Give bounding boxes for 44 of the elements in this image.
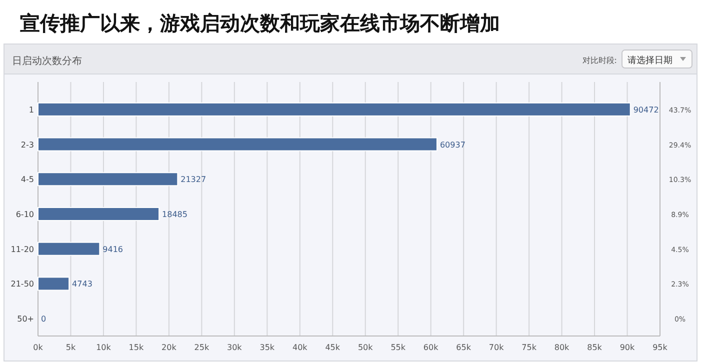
x-tick-label: 0k bbox=[33, 343, 44, 352]
data-label: 60937 bbox=[440, 140, 466, 150]
y-tick-label: 1 bbox=[28, 105, 34, 114]
x-tick-label: 40k bbox=[292, 343, 308, 352]
x-tick-label: 95k bbox=[652, 343, 668, 352]
x-tick-label: 30k bbox=[227, 343, 242, 352]
x-tick-label: 50k bbox=[358, 343, 374, 352]
x-tick-label: 55k bbox=[390, 343, 406, 352]
text: 对比时段: bbox=[582, 56, 617, 65]
data-label: 90472 bbox=[633, 105, 659, 114]
chart-subtitle: 日启动次数分布 bbox=[12, 55, 82, 67]
y-tick-label: 4-5 bbox=[20, 175, 34, 184]
bar bbox=[38, 276, 70, 291]
bar bbox=[38, 207, 160, 221]
bar bbox=[38, 242, 100, 256]
x-tick-label: 70k bbox=[488, 343, 504, 352]
x-tick-label: 10k bbox=[96, 343, 112, 352]
chart-title: 宣传推广以来，游戏启动次数和玩家在线市场不断增加 bbox=[20, 11, 500, 35]
x-tick-label: 45k bbox=[325, 343, 340, 352]
x-tick-label: 65k bbox=[456, 343, 472, 352]
y-tick-label: 11-20 bbox=[10, 244, 34, 254]
y-tick-label: 6-10 bbox=[16, 210, 34, 219]
bar bbox=[38, 102, 631, 116]
bar bbox=[38, 137, 438, 152]
data-label: 18485 bbox=[162, 210, 188, 219]
x-tick-label: 20k bbox=[162, 343, 177, 352]
x-tick-label: 35k bbox=[260, 343, 275, 352]
y-tick-label: 21-50 bbox=[10, 280, 34, 289]
data-label: 0 bbox=[41, 314, 46, 324]
dropdown: 请选择日期 bbox=[622, 50, 692, 68]
x-tick-label: 75k bbox=[522, 343, 537, 352]
x-tick-label: 80k bbox=[554, 343, 570, 352]
x-tick-label: 90k bbox=[620, 343, 636, 352]
x-tick-label: 60k bbox=[423, 343, 439, 352]
data-label: 21327 bbox=[180, 175, 206, 184]
y-tick-label: 2-3 bbox=[20, 140, 34, 150]
x-tick-label: 15k bbox=[128, 343, 144, 352]
y-tick-label: 50+ bbox=[17, 314, 34, 324]
x-tick-label: 5k bbox=[66, 343, 76, 352]
bar bbox=[38, 172, 178, 186]
x-tick-label: 85k bbox=[587, 343, 602, 352]
x-tick-label: 25k bbox=[194, 343, 210, 352]
data-label: 9416 bbox=[102, 244, 124, 254]
data-label: 4743 bbox=[72, 280, 92, 289]
